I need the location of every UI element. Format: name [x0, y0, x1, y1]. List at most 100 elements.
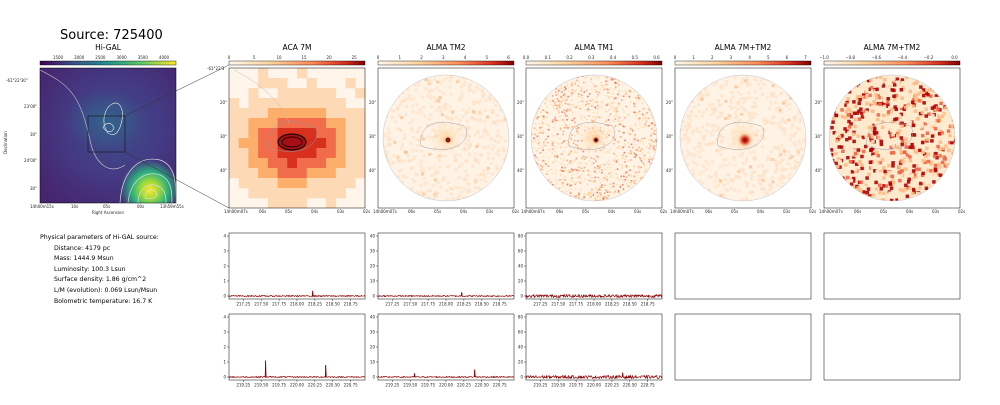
- map-panel-5: [823, 60, 961, 209]
- map-panel-title: ALMA TM1: [574, 43, 614, 52]
- map-ytick: 40": [666, 168, 673, 173]
- map-xtick: 06s: [556, 209, 564, 214]
- spectrum-xtick: 217.25: [533, 302, 547, 307]
- map-xtick: 06s: [259, 209, 267, 214]
- param-surface-density: Surface density: 1.86 g/cm^2: [54, 276, 147, 284]
- spectrum-xtick: 218.25: [457, 302, 471, 307]
- empty-spectrum-panel: [674, 313, 812, 381]
- map-ytick: 20": [369, 100, 376, 105]
- map-colorbar-tick: 4: [463, 55, 467, 60]
- map-xtick: 03s: [634, 209, 642, 214]
- map-xtick: 05s: [880, 209, 888, 214]
- spectrum-panel-3: 0 20 40 60 80 217.25 217.50 217.75 218.00 218.25 2…: [518, 232, 663, 307]
- map-colorbar-tick: 0.5: [631, 55, 638, 60]
- map-colorbar-tick: 3: [441, 55, 445, 60]
- map-colorbar-tick: 0: [376, 55, 380, 60]
- spectrum-ytick: 40: [370, 234, 376, 239]
- map-ytick: 30": [220, 134, 227, 139]
- spectrum-line: [228, 360, 366, 379]
- spectrum-ytick: 2: [223, 345, 226, 350]
- spectrum-xtick: 219.25: [533, 383, 547, 388]
- higal-ytick: 24'00": [24, 158, 38, 163]
- spectrum-ytick: 0: [520, 375, 523, 380]
- map-colorbar-tick: −1.0: [819, 55, 829, 60]
- spectrum-xtick: 218.00: [439, 302, 453, 307]
- param-distance: Distance: 4179 pc: [54, 244, 111, 252]
- higal-xtick: 10s: [71, 204, 79, 209]
- param-mass: Mass: 1444.9 Msun: [54, 255, 114, 263]
- map-colorbar-tick: 5: [766, 55, 770, 60]
- spectrum-ytick: 4: [223, 315, 226, 320]
- map-colorbar-tick: 15: [301, 55, 307, 60]
- spectrum-panel-4: 0 1 2 3 4 219.25 219.50 219.75 220.00 220.25 220.5…: [223, 313, 366, 388]
- map-colorbar-tick: 0.3: [588, 55, 595, 60]
- map-xtick: 03s: [337, 209, 345, 214]
- map-panel-title: ALMA 7M+TM2: [714, 43, 772, 52]
- spectrum-xtick: 219.75: [421, 383, 435, 388]
- map-xtick: 04s: [460, 209, 468, 214]
- spectrum-line: [525, 293, 663, 299]
- physical-parameters: Physical parameters of Hi-GAL source: Di…: [40, 233, 159, 307]
- map-xtick: 03s: [783, 209, 791, 214]
- map-colorbar-tick: 0: [673, 55, 677, 60]
- map-colorbar-tick: 3: [729, 55, 733, 60]
- spectrum-ytick: 80: [518, 315, 524, 320]
- empty-spectrum-panel: [823, 232, 961, 300]
- spectrum-xtick: 217.25: [385, 302, 399, 307]
- spectrum-xtick: 219.50: [254, 383, 268, 388]
- map-panel-title: ALMA TM2: [426, 43, 466, 52]
- map-colorbar-tick: 0.6: [653, 55, 660, 60]
- spectrum-xtick: 220.50: [326, 383, 340, 388]
- spectrum-ytick: 0: [520, 294, 523, 299]
- spectrum-ytick: 2: [223, 264, 226, 269]
- higal-ytick: 23'00": [24, 104, 38, 109]
- map-colorbar-tick: 5: [252, 55, 256, 60]
- spectrum-xtick: 218.75: [641, 302, 655, 307]
- spectrum-xtick: 218.75: [493, 302, 507, 307]
- spectrum-ytick: 30: [370, 330, 376, 335]
- spectrum-xtick: 220.25: [605, 383, 619, 388]
- spectrum-ytick: 60: [518, 249, 524, 254]
- empty-spectrum-panel: [674, 232, 812, 300]
- spectrum-xtick: 219.75: [272, 383, 286, 388]
- spectrum-xtick: 217.75: [272, 302, 286, 307]
- map-colorbar-tick: 2: [420, 55, 423, 60]
- map-xtick: 02s: [363, 209, 371, 214]
- spectrum-ytick: 20: [370, 264, 376, 269]
- map-ytick: 30": [666, 134, 673, 139]
- map-xtick: 03s: [486, 209, 494, 214]
- map-colorbar-tick: 2: [711, 55, 714, 60]
- map-colorbar-tick: 0.2: [566, 55, 573, 60]
- map-xtick: 04s: [757, 209, 765, 214]
- higal-colorbar: [39, 60, 177, 66]
- zoom-line-bottom: [124, 151, 230, 209]
- higal-colorbar-tick: 3500: [137, 55, 148, 60]
- higal-ytick: -61°22'30": [6, 78, 28, 83]
- spectrum-ytick: 0: [223, 375, 226, 380]
- map-colorbar-tick: −0.2: [923, 55, 934, 60]
- params-heading: Physical parameters of Hi-GAL source:: [40, 234, 159, 241]
- spectrum-ytick: 10: [370, 360, 376, 365]
- map-colorbar: [674, 60, 812, 66]
- spectrum-ytick: 1: [223, 360, 226, 365]
- map-colorbar-tick: 10: [276, 55, 282, 60]
- map-colorbar-tick: −0.8: [845, 55, 855, 60]
- spectrum-xtick: 218.50: [623, 302, 637, 307]
- map-top-label: -61°22'3: [207, 66, 225, 71]
- map-xtick: 14h00m07s: [373, 209, 397, 214]
- spectrum-ytick: 40: [370, 315, 376, 320]
- spectrum-xtick: 217.25: [236, 302, 250, 307]
- spectrum-line: [377, 369, 515, 379]
- spectrum-line: [377, 292, 515, 298]
- spectrum-xtick: 217.50: [254, 302, 268, 307]
- map-ytick: 40": [220, 168, 227, 173]
- higal-colorbar-tick: 3000: [116, 55, 127, 60]
- spectrum-ytick: 0: [372, 294, 375, 299]
- spectrum-ytick: 60: [518, 330, 524, 335]
- map-colorbar-tick: 0.0: [951, 55, 958, 60]
- higal-colorbar-tick: 2500: [95, 55, 106, 60]
- spectrum-ytick: 40: [518, 345, 524, 350]
- spectrum-ytick: 0: [223, 294, 226, 299]
- spectrum-ytick: 80: [518, 234, 524, 239]
